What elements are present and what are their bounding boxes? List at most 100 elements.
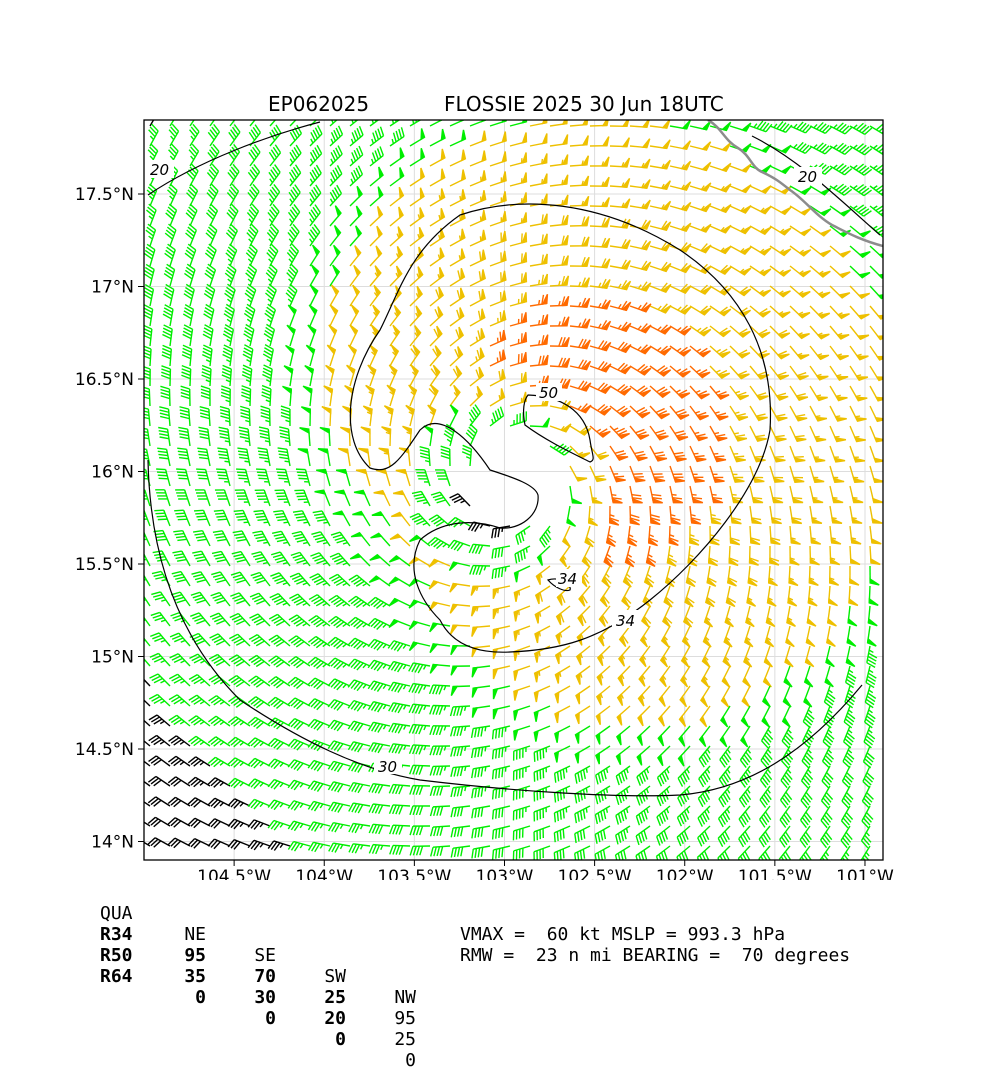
wind-barb-tick bbox=[177, 472, 186, 473]
wind-barb-half-tick bbox=[855, 416, 860, 417]
wind-barb-tick bbox=[196, 469, 205, 470]
wind-barb-half-tick bbox=[816, 416, 821, 417]
wind-barb-tick bbox=[216, 516, 225, 517]
wind-barb-tick bbox=[134, 574, 143, 576]
wind-barb-tick bbox=[219, 478, 228, 479]
wind-barb-half-tick bbox=[303, 522, 308, 523]
wind-barb-tick bbox=[773, 498, 782, 499]
wind-barb-half-tick bbox=[592, 498, 597, 499]
wind-barb-tick bbox=[238, 519, 247, 520]
wind-barb-tick bbox=[133, 635, 142, 638]
wind-barb-flag bbox=[876, 397, 887, 401]
wind-barb-tick bbox=[196, 516, 205, 517]
wind-barb-tick bbox=[250, 112, 255, 120]
wind-barb-tick bbox=[279, 478, 288, 479]
wind-barb-tick bbox=[417, 111, 419, 120]
wind-barb-tick bbox=[500, 332, 501, 341]
wind-barb-tick bbox=[420, 110, 422, 119]
wind-barb-tick bbox=[135, 577, 144, 579]
wind-barb-tick bbox=[179, 478, 188, 479]
wind-barb-tick bbox=[197, 472, 206, 473]
wind-barb-tick bbox=[522, 313, 523, 322]
wind-barb-half-tick bbox=[245, 461, 250, 462]
wind-barb-tick bbox=[134, 638, 143, 641]
wind-barb-tick bbox=[522, 253, 523, 262]
wind-barb-tick bbox=[131, 612, 140, 615]
wind-barb-tick bbox=[134, 658, 143, 662]
wind-barb-tick bbox=[259, 478, 268, 479]
wind-barb-half-tick bbox=[815, 436, 820, 437]
wind-barb-tick bbox=[774, 457, 783, 458]
wind-barb-half-tick bbox=[542, 179, 543, 184]
wind-barb-half-tick bbox=[832, 518, 837, 519]
wind-barb-half-tick bbox=[539, 320, 540, 325]
wind-barb-tick bbox=[793, 498, 802, 499]
wind-barb-tick bbox=[137, 472, 146, 473]
wind-barb-half-tick bbox=[191, 116, 194, 120]
wind-barb-half-tick bbox=[539, 632, 540, 637]
wind-barb-tick bbox=[216, 469, 225, 470]
wind-barb-tick bbox=[173, 104, 179, 111]
wind-barb-tick bbox=[334, 110, 338, 119]
wind-barb-tick bbox=[159, 478, 168, 479]
wind-barb-half-tick bbox=[711, 515, 716, 516]
wind-barb-half-tick bbox=[540, 612, 541, 617]
wind-barb-tick bbox=[252, 110, 257, 118]
wind-barb-tick bbox=[132, 592, 141, 594]
wind-barb-tick bbox=[175, 513, 184, 514]
wind-barb-tick bbox=[135, 597, 144, 599]
wind-barb-tick bbox=[130, 674, 139, 678]
wind-barb-half-tick bbox=[562, 180, 563, 185]
wind-barb-half-tick bbox=[694, 453, 699, 454]
wind-barb-half-tick bbox=[539, 340, 540, 345]
wind-barb-tick bbox=[211, 110, 217, 118]
wind-barb-tick bbox=[753, 498, 762, 499]
wind-barb-half-tick bbox=[526, 548, 527, 553]
wind-barb-tick bbox=[199, 478, 208, 479]
wind-barb-flag bbox=[543, 113, 547, 123]
wind-barb-half-tick bbox=[263, 542, 268, 543]
wind-barb-tick bbox=[198, 475, 207, 476]
wind-barb-half-tick bbox=[497, 357, 498, 362]
wind-barb-tick bbox=[715, 456, 724, 457]
wind-barb-half-tick bbox=[851, 538, 856, 539]
wind-barb-tick bbox=[615, 476, 624, 477]
wind-barb-tick bbox=[154, 510, 163, 511]
wind-barb-half-tick bbox=[852, 518, 857, 519]
wind-barb-tick bbox=[178, 475, 187, 476]
wind-barb-tick bbox=[212, 107, 218, 115]
wind-barb-flag bbox=[875, 438, 886, 442]
wind-barb-tick bbox=[171, 107, 177, 114]
wind-barb-tick bbox=[501, 292, 502, 301]
wind-barb-tick bbox=[131, 633, 140, 636]
wind-barb-half-tick bbox=[856, 395, 861, 396]
wind-barb-tick bbox=[174, 510, 183, 511]
wind-barb-tick bbox=[218, 475, 227, 476]
wind-barb-tick bbox=[735, 456, 744, 457]
wind-barb-tick bbox=[235, 105, 240, 113]
wind-barb-half-tick bbox=[542, 199, 543, 204]
wind-barb-tick bbox=[238, 475, 247, 476]
wind-barb-tick bbox=[178, 519, 187, 520]
wind-barb-tick bbox=[217, 472, 226, 473]
wind-barb-half-tick bbox=[612, 495, 617, 496]
wind-barb-tick bbox=[135, 533, 144, 534]
wind-barb-half-tick bbox=[225, 441, 230, 442]
wind-barb-tick bbox=[522, 233, 523, 242]
wind-barb-tick bbox=[194, 510, 203, 511]
wind-barb-tick bbox=[295, 108, 299, 116]
wind-barb-half-tick bbox=[734, 433, 739, 434]
wind-barb-tick bbox=[402, 108, 404, 117]
wind-barb-half-tick bbox=[224, 461, 229, 462]
wind-barb-half-tick bbox=[480, 236, 481, 241]
wind-barb-half-tick bbox=[539, 651, 540, 656]
wind-barb-tick bbox=[884, 191, 892, 196]
wind-barb-tick bbox=[229, 112, 234, 120]
wind-barb-tick bbox=[133, 615, 142, 618]
wind-barb-tick bbox=[272, 110, 277, 118]
wind-barb-tick bbox=[316, 108, 320, 117]
wind-barb-half-tick bbox=[151, 116, 154, 120]
wind-barb-tick bbox=[135, 617, 144, 620]
wind-barb-half-tick bbox=[672, 495, 677, 496]
wind-barb-flag bbox=[523, 113, 527, 123]
